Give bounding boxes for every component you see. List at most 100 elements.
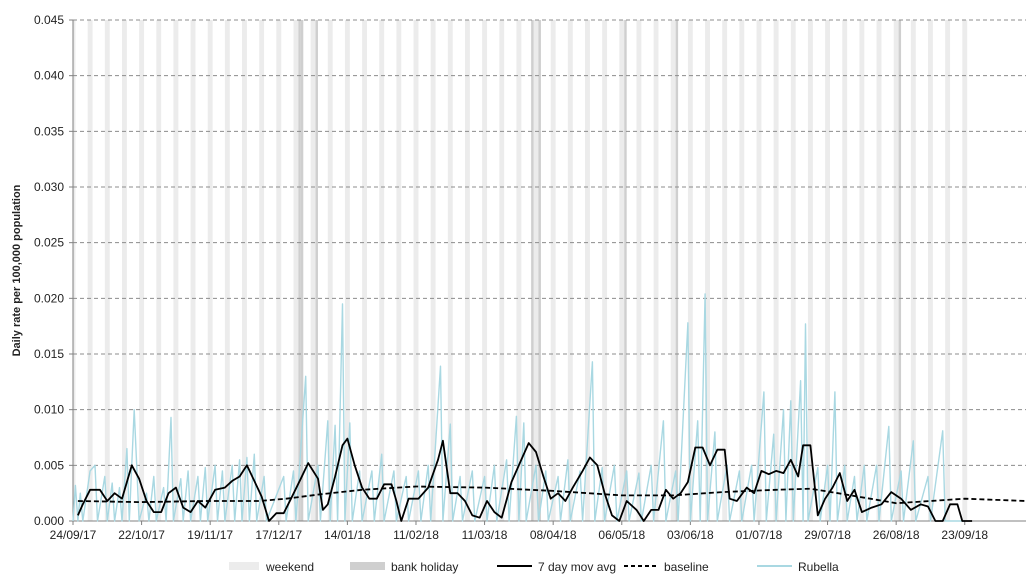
weekend-band: [807, 20, 813, 521]
weekend-band: [790, 20, 796, 521]
weekend-band: [687, 20, 693, 521]
weekend-band: [207, 20, 213, 521]
y-tick-label: 0.005: [34, 458, 64, 472]
bank-holiday-band: [624, 20, 627, 521]
weekend-band: [362, 20, 367, 521]
y-tick-label: 0.000: [34, 514, 64, 528]
weekend-band: [825, 20, 831, 521]
weekend-band: [945, 20, 951, 521]
weekend-band: [739, 20, 745, 521]
bank-holiday-band: [531, 20, 534, 521]
weekend-band: [173, 20, 179, 521]
weekend-band: [533, 20, 539, 521]
weekend-band: [327, 20, 333, 521]
weekend-band: [413, 20, 419, 521]
legend-swatch-weekend: [229, 562, 259, 570]
series-group: [72, 293, 1026, 522]
weekend-band: [447, 20, 453, 521]
weekend-band: [516, 20, 522, 521]
weekend-band: [876, 20, 882, 521]
weekend-band: [619, 20, 625, 521]
x-tick-label: 26/08/18: [873, 528, 920, 542]
weekend-band: [653, 20, 659, 521]
y-tick-label: 0.020: [34, 291, 64, 305]
bank-holiday-band: [315, 20, 318, 521]
weekend-band: [224, 20, 230, 521]
7-day-mov-avg-line: [77, 437, 973, 522]
weekend-band: [242, 20, 247, 521]
x-tick-label: 11/02/18: [393, 528, 439, 542]
weekend-band: [705, 20, 710, 521]
weekend-bands: [73, 20, 968, 521]
weekend-band: [139, 20, 145, 521]
x-tick-label: 01/07/18: [736, 528, 783, 542]
y-tick-label: 0.030: [34, 180, 64, 194]
weekend-band: [670, 20, 676, 521]
legend-label-bank-holiday: bank holiday: [391, 560, 458, 574]
weekend-band: [73, 20, 76, 521]
weekend-band: [962, 20, 968, 521]
weekend-band: [842, 20, 848, 521]
gridlines: [73, 19, 1026, 466]
y-tick-label: 0.025: [34, 236, 64, 250]
bank-holiday-band: [675, 20, 679, 521]
x-tick-label: 29/07/18: [804, 528, 851, 542]
legend-label-rubella: Rubella: [798, 560, 839, 574]
weekend-band: [567, 20, 573, 521]
x-tick-label: 23/09/18: [941, 528, 988, 542]
weekend-band: [190, 20, 196, 521]
legend: weekend bank holiday 7 day mov avg baseline…: [229, 560, 839, 574]
x-tick-label: 19/11/17: [187, 528, 233, 542]
x-tick-label: 11/03/18: [462, 528, 508, 542]
y-tick-label: 0.015: [34, 347, 64, 361]
weekend-band: [722, 20, 728, 521]
bank-holiday-band: [538, 20, 541, 521]
x-tick-label: 06/05/18: [598, 528, 645, 542]
y-tick-label: 0.040: [34, 69, 64, 83]
weekend-band: [293, 20, 299, 521]
x-tick-label: 08/04/18: [530, 528, 577, 542]
weekend-band: [379, 20, 385, 521]
weekend-band: [310, 20, 316, 521]
weekend-band: [636, 20, 642, 521]
bank-holiday-band: [298, 20, 301, 521]
y-axis-title: Daily rate per 100,000 population: [11, 184, 23, 356]
x-tick-label: 14/01/18: [324, 528, 371, 542]
weekend-band: [121, 20, 127, 521]
weekend-band: [482, 20, 488, 521]
bank-holiday-band: [898, 20, 902, 521]
x-tick-label: 24/09/17: [50, 528, 97, 542]
legend-label-7-day-mov-avg: 7 day mov avg: [538, 560, 616, 574]
rubella-line: [72, 293, 965, 522]
legend-label-baseline: baseline: [664, 560, 709, 574]
weekend-band: [344, 20, 350, 521]
weekend-band: [396, 20, 402, 521]
y-tick-label: 0.035: [34, 124, 64, 138]
weekend-band: [859, 20, 865, 521]
weekend-band: [87, 20, 93, 521]
weekend-band: [104, 20, 110, 521]
y-tick-label: 0.045: [34, 13, 64, 27]
weekend-band: [893, 20, 899, 521]
weekend-band: [928, 20, 933, 521]
legend-swatch-bank-holiday: [350, 562, 385, 570]
weekend-band: [550, 20, 556, 521]
x-tick-labels: 24/09/17 22/10/17 19/11/17 17/12/17 14/01/18…: [50, 528, 989, 542]
weekend-band: [464, 20, 470, 521]
weekend-band: [499, 20, 505, 521]
x-tick-label: 22/10/17: [118, 528, 165, 542]
bank-holiday-bands: [298, 20, 902, 521]
y-tick-label: 0.010: [34, 403, 64, 417]
weekend-band: [430, 20, 436, 521]
weekend-band: [156, 20, 162, 521]
weekend-band: [259, 20, 265, 521]
weekend-band: [276, 20, 282, 521]
weekend-band: [602, 20, 608, 521]
weekend-band: [585, 20, 590, 521]
x-tick-label: 17/12/17: [255, 528, 302, 542]
weekend-band: [756, 20, 762, 521]
x-tick-label: 03/06/18: [667, 528, 714, 542]
weekend-band: [910, 20, 916, 521]
